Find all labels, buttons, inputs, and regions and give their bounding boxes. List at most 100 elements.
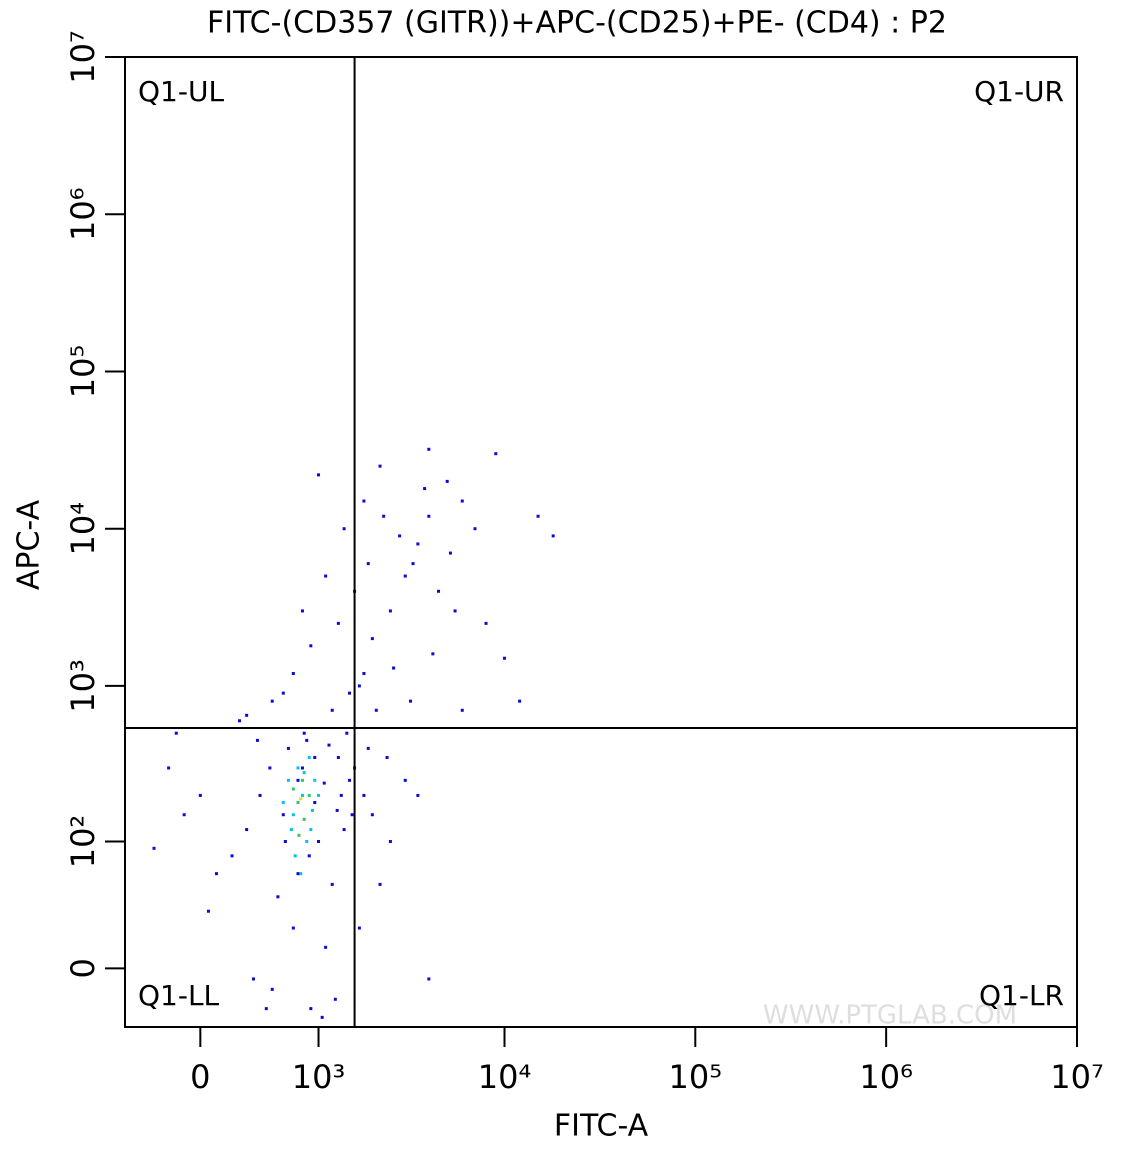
- point: [310, 808, 314, 812]
- point: [362, 499, 366, 503]
- y-tick-label: 10⁵: [64, 345, 102, 399]
- point: [362, 671, 366, 675]
- point: [283, 840, 287, 844]
- point: [370, 637, 374, 641]
- point: [339, 793, 343, 797]
- point: [518, 699, 522, 703]
- point: [268, 766, 272, 770]
- point: [245, 713, 249, 717]
- point: [305, 840, 309, 844]
- point: [416, 542, 420, 546]
- point: [362, 793, 366, 797]
- point: [345, 731, 349, 735]
- point: [296, 766, 300, 770]
- point: [392, 666, 396, 670]
- point: [423, 487, 427, 491]
- quadrant-label: Q1-UL: [138, 75, 224, 108]
- point: [276, 895, 280, 899]
- plot-frame: [124, 56, 1078, 1028]
- point: [536, 514, 540, 518]
- point: [313, 801, 317, 805]
- chart-title: FITC-(CD357 (GITR))+APC-(CD25)+PE- (CD4)…: [207, 6, 947, 41]
- point: [300, 766, 304, 770]
- point: [403, 778, 407, 782]
- point: [291, 926, 295, 930]
- y-tick-label: 10³: [64, 659, 102, 713]
- point: [309, 1007, 313, 1011]
- point: [357, 926, 361, 930]
- point: [398, 534, 402, 538]
- points: [152, 447, 555, 1019]
- point: [370, 813, 374, 817]
- point: [388, 840, 392, 844]
- point: [291, 813, 295, 817]
- point: [296, 872, 300, 876]
- point: [494, 452, 498, 456]
- point: [347, 778, 351, 782]
- point: [214, 872, 218, 876]
- point: [270, 987, 274, 991]
- point: [374, 708, 378, 712]
- point: [300, 778, 304, 782]
- point: [286, 778, 290, 782]
- point: [427, 447, 431, 451]
- x-tick-label: 10⁷: [1050, 1058, 1104, 1096]
- quadrant-label: Q1-LL: [138, 979, 220, 1012]
- y-axis-label: APC-A: [12, 499, 47, 590]
- point: [270, 699, 274, 703]
- point: [327, 743, 331, 747]
- point: [299, 872, 303, 876]
- point: [305, 738, 309, 742]
- point: [317, 840, 321, 844]
- point: [291, 787, 295, 791]
- point: [342, 527, 346, 531]
- point: [324, 945, 328, 949]
- point: [330, 708, 334, 712]
- point: [293, 854, 297, 858]
- point: [313, 756, 317, 760]
- point: [152, 846, 156, 850]
- x-tick-label: 10⁵: [669, 1058, 723, 1096]
- point: [297, 833, 301, 837]
- point: [230, 854, 234, 858]
- point: [448, 551, 452, 555]
- point: [453, 609, 457, 613]
- point: [385, 756, 389, 760]
- point: [378, 464, 382, 468]
- point: [309, 644, 313, 648]
- y-tick-label: 0: [64, 958, 102, 978]
- point: [198, 793, 202, 797]
- point: [317, 473, 321, 477]
- x-tick-label: 10³: [292, 1058, 346, 1096]
- point: [296, 801, 300, 805]
- quadrant-label: Q1-LR: [979, 979, 1064, 1012]
- point: [302, 817, 306, 821]
- point: [502, 656, 506, 660]
- point: [416, 793, 420, 797]
- y-tick-label: 10⁴: [64, 502, 102, 556]
- point: [403, 574, 407, 578]
- point: [330, 882, 334, 886]
- point: [333, 997, 337, 1001]
- point: [437, 589, 441, 593]
- point: [264, 1007, 268, 1011]
- point: [551, 534, 555, 538]
- point: [378, 882, 382, 886]
- point: [255, 738, 259, 742]
- point: [300, 793, 304, 797]
- point: [313, 778, 317, 782]
- point: [251, 977, 255, 981]
- point: [300, 609, 304, 613]
- point: [350, 813, 354, 817]
- point: [289, 828, 293, 832]
- watermark: WWW.PTGLAB.COM: [763, 1001, 1017, 1031]
- y-tick-label: 10⁷: [64, 30, 102, 84]
- x-tick-label: 10⁶: [859, 1058, 913, 1096]
- point: [484, 621, 488, 625]
- point: [431, 652, 435, 656]
- y-tick-label: 10²: [64, 815, 102, 869]
- point: [382, 514, 386, 518]
- point: [299, 797, 303, 801]
- point: [296, 778, 300, 782]
